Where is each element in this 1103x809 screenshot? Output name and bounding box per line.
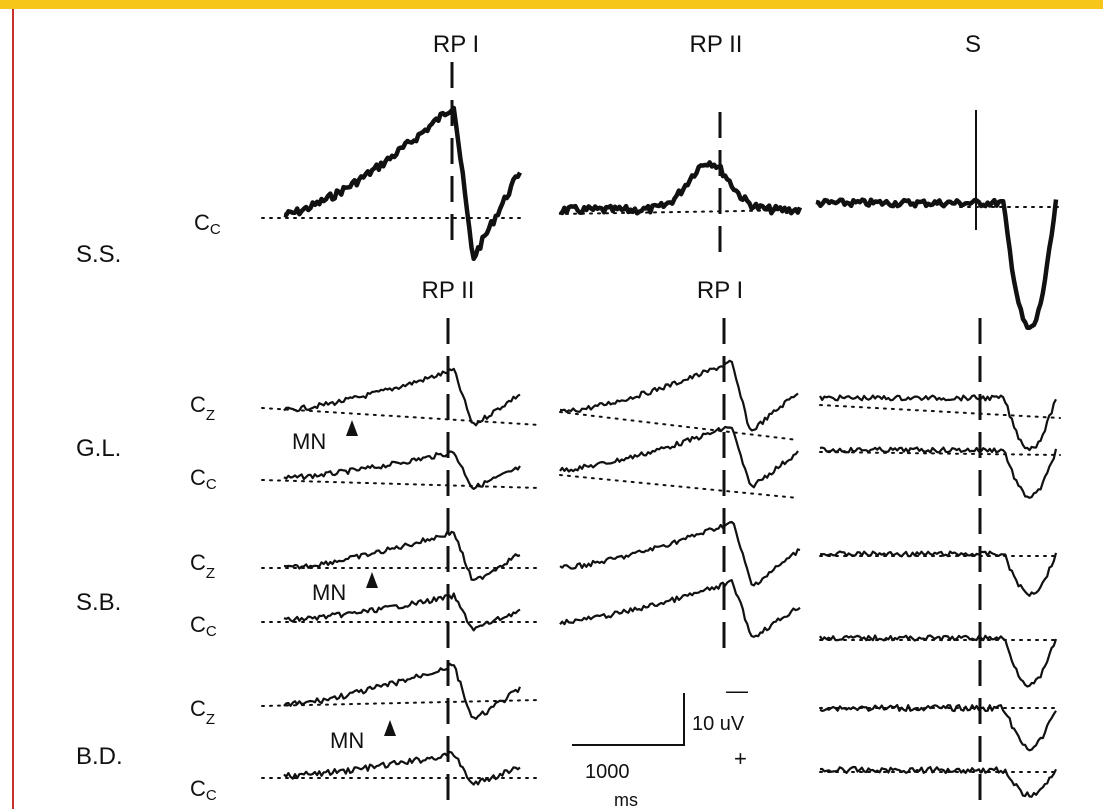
traces-layer: [261, 62, 1061, 809]
scale-minus: —: [726, 678, 748, 703]
svg-text:CC: CC: [194, 210, 221, 238]
baseline-ss-rp2: [559, 209, 801, 215]
scale-plus: +: [734, 746, 747, 771]
trace-ss-cc-s: [815, 197, 1059, 331]
mn-arrow-icon: [346, 420, 358, 436]
scale-voltage: 10 uV: [692, 713, 745, 735]
trace-gl-cc-s: [819, 446, 1058, 499]
svg-text:CC: CC: [190, 776, 217, 804]
baseline-gl-cz-rp1: [559, 411, 799, 441]
header-rp2: RP II: [690, 31, 743, 58]
scale-time-unit: ms: [614, 790, 638, 809]
trace-sb-cz-s: [819, 550, 1058, 597]
baseline-bd-cz-rp2: [261, 699, 541, 707]
svg-text:CZ: CZ: [190, 696, 215, 728]
trace-bd-cz-rp2: [283, 662, 522, 720]
channel-main: C: [190, 776, 206, 801]
trace-ss-cc-rp2: [558, 160, 803, 216]
channel-label-bd-cc: CC: [190, 776, 217, 804]
scale-bar: 10 uV — + 1000 ms: [572, 678, 748, 809]
subject-label-sb: S.B.: [76, 589, 121, 616]
mn-marker-bd: MN: [330, 720, 396, 753]
trace-sb-cc-rp2: [283, 592, 521, 632]
mn-marker-sb: MN: [312, 572, 378, 605]
trace-bd-cc-s: [819, 765, 1057, 798]
channel-sub: Z: [206, 565, 215, 582]
trace-sb-cc-rp1: [559, 579, 801, 638]
baseline-gl-cc-rp2: [261, 479, 541, 489]
svg-text:CC: CC: [190, 612, 217, 640]
channel-main: C: [190, 612, 206, 637]
trace-gl-cz-rp2: [283, 367, 521, 427]
scale-bar-lines: [572, 693, 685, 746]
header-rp2-mid: RP II: [422, 277, 475, 304]
subject-label-ss: S.S.: [76, 241, 121, 268]
mn-label: MN: [312, 580, 346, 605]
trace-bd-cz-s: [819, 704, 1057, 752]
channel-label-gl-cc: CC: [190, 465, 217, 493]
channel-sub: C: [206, 787, 217, 804]
channel-sub: C: [206, 476, 217, 493]
trace-sb-cc-s: [819, 634, 1058, 688]
mn-label: MN: [330, 728, 364, 753]
channel-main: C: [190, 696, 206, 721]
subject-label-bd: B.D.: [76, 743, 123, 770]
channel-label-gl-cz: CZ: [190, 392, 215, 424]
trace-gl-cz-s: [819, 394, 1057, 452]
subject-label-gl: G.L.: [76, 435, 121, 462]
trace-sb-cz-rp2: [283, 530, 521, 581]
header-s: S: [965, 31, 981, 58]
channel-main: C: [190, 392, 206, 417]
channel-label-sb-cz: CZ: [190, 550, 215, 582]
channel-main: C: [194, 210, 210, 235]
channel-label-bd-cz: CZ: [190, 696, 215, 728]
header-rp1: RP I: [433, 31, 479, 58]
scale-time-value: 1000: [585, 761, 630, 783]
trace-gl-cc-rp1: [559, 425, 799, 489]
channel-sub: C: [206, 623, 217, 640]
trace-bd-cc-rp2: [283, 750, 521, 786]
mn-arrow-icon: [366, 572, 378, 588]
channel-sub: C: [210, 221, 221, 238]
mn-arrow-icon: [384, 720, 396, 736]
baseline-gl-cc-s: [819, 451, 1061, 456]
svg-text:CZ: CZ: [190, 392, 215, 424]
svg-text:CC: CC: [190, 465, 217, 493]
baseline-gl-cz-s: [819, 404, 1061, 419]
channel-main: C: [190, 550, 206, 575]
channel-label-sb-cc: CC: [190, 612, 217, 640]
left-margin-rule: [12, 9, 14, 809]
mn-marker-gl: MN: [292, 420, 358, 454]
trace-sb-cz-rp1: [559, 520, 801, 587]
trace-gl-cz-rp2-2: [283, 450, 521, 490]
baseline-gl-cc-rp1: [559, 474, 799, 499]
header-rp1-mid: RP I: [697, 277, 743, 304]
top-accent-bar: [0, 0, 1103, 9]
trace-ss-cc-rp1: [283, 105, 522, 262]
channel-label-ss-cc: CC: [194, 210, 221, 238]
mn-label: MN: [292, 429, 326, 454]
trace-gl-cz-rp1: [559, 359, 799, 432]
channel-main: C: [190, 465, 206, 490]
channel-sub: Z: [206, 711, 215, 728]
svg-text:CZ: CZ: [190, 550, 215, 582]
baseline-gl-cz-rp2: [261, 407, 541, 426]
channel-sub: Z: [206, 407, 215, 424]
